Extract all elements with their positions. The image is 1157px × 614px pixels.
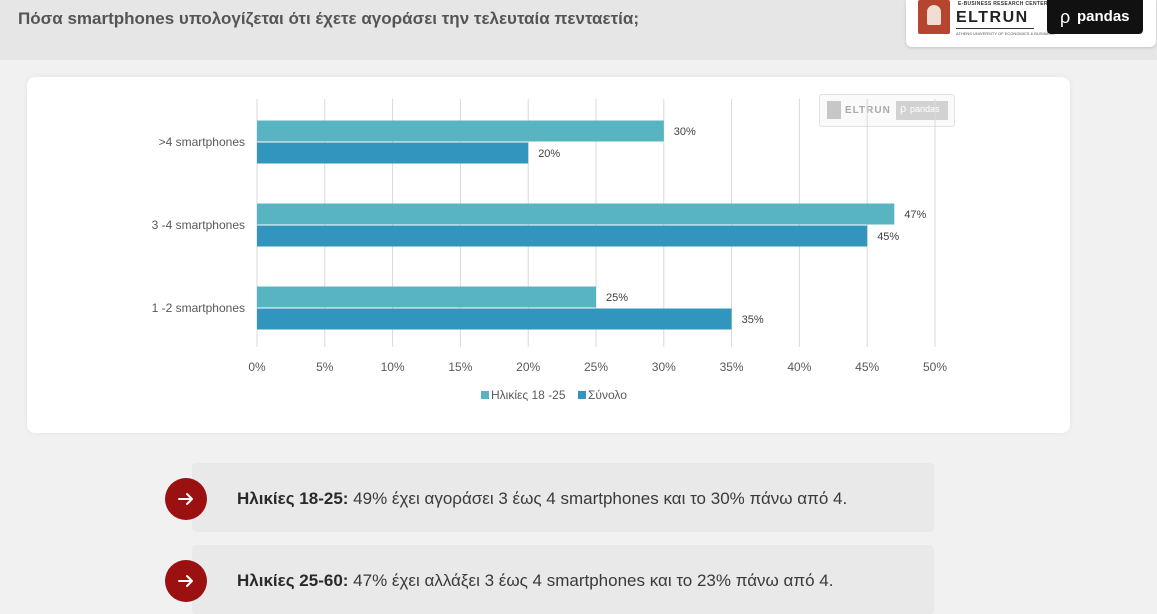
arrow-right-icon xyxy=(165,560,207,602)
bar-chart: 0% 5% 10% 15% 20% 25% 30% 35% 40% 45% 50% >4 smartp… xyxy=(152,99,947,402)
category-label: 1 -2 smartphones xyxy=(152,301,245,315)
insight-label: Ηλικίες 18-25: xyxy=(237,489,349,508)
eltrun-divider xyxy=(956,28,1034,29)
x-tick-label: 15% xyxy=(448,360,472,374)
data-label: 20% xyxy=(538,148,560,160)
x-tick-label: 5% xyxy=(316,360,334,374)
eltrun-tagline: E-BUSINESS RESEARCH CENTER xyxy=(958,1,1048,7)
data-label: 45% xyxy=(877,231,899,243)
logo-box: E-BUSINESS RESEARCH CENTER ELTRUN ATHENS… xyxy=(906,0,1156,47)
x-tick-label: 40% xyxy=(787,360,811,374)
bar xyxy=(257,120,664,142)
insight-item: Ηλικίες 25-60: 47% έχει αλλάξει 3 έως 4 … xyxy=(165,545,934,614)
bar xyxy=(257,142,529,164)
insight-text: Ηλικίες 25-60: 47% έχει αλλάξει 3 έως 4 … xyxy=(237,571,833,591)
eltrun-subtitle: ATHENS UNIVERSITY OF ECONOMICS & BUSINES… xyxy=(956,31,1055,36)
data-label: 47% xyxy=(904,209,926,221)
legend-label: Ηλικίες 18 -25 xyxy=(491,388,566,402)
arrow-right-icon xyxy=(165,478,207,520)
eltrun-logo: ELTRUN xyxy=(956,9,1029,26)
page-title: Πόσα smartphones υπολογίζεται ότι έχετε … xyxy=(18,9,639,28)
bar xyxy=(257,225,868,247)
aueb-seal-logo xyxy=(918,0,950,34)
pandas-logo: ρ pandas xyxy=(1047,0,1143,34)
data-label: 25% xyxy=(606,292,628,304)
pandas-icon: ρ xyxy=(1060,7,1071,27)
category-label: >4 smartphones xyxy=(159,135,245,149)
watermark-pandas-text: pandas xyxy=(910,104,940,114)
data-label: 35% xyxy=(742,314,764,326)
bar xyxy=(257,203,895,225)
legend-label: Σύνολο xyxy=(588,388,627,402)
data-label: 30% xyxy=(674,126,696,138)
bar xyxy=(257,286,596,308)
category-label: 3 -4 smartphones xyxy=(152,218,245,232)
header-bar: Πόσα smartphones υπολογίζεται ότι έχετε … xyxy=(0,0,1157,60)
legend-swatch xyxy=(578,391,586,399)
x-tick-label: 30% xyxy=(652,360,676,374)
x-tick-label: 25% xyxy=(584,360,608,374)
insight-text: Ηλικίες 18-25: 49% έχει αγοράσει 3 έως 4… xyxy=(237,489,847,509)
insight-body: 49% έχει αγοράσει 3 έως 4 smartphones κα… xyxy=(348,489,848,508)
x-tick-label: 10% xyxy=(381,360,405,374)
watermark-pandas-icon: ρ xyxy=(900,103,907,115)
legend-swatch xyxy=(481,391,489,399)
bar xyxy=(257,308,732,330)
insight-body: 47% έχει αλλάξει 3 έως 4 smartphones και… xyxy=(348,571,834,590)
x-tick-label: 0% xyxy=(248,360,266,374)
pandas-logo-text: pandas xyxy=(1077,8,1130,25)
chart-card: ELTRUN ρ pandas 0% 5% 10% 15% 20% 25% 30% 35% 40… xyxy=(27,77,1070,433)
x-tick-label: 50% xyxy=(923,360,947,374)
insight-item: Ηλικίες 18-25: 49% έχει αγοράσει 3 έως 4… xyxy=(165,463,934,532)
x-tick-label: 45% xyxy=(855,360,879,374)
insight-label: Ηλικίες 25-60: xyxy=(237,571,349,590)
x-tick-label: 20% xyxy=(516,360,540,374)
x-tick-label: 35% xyxy=(720,360,744,374)
watermark-seal-logo xyxy=(827,101,841,119)
